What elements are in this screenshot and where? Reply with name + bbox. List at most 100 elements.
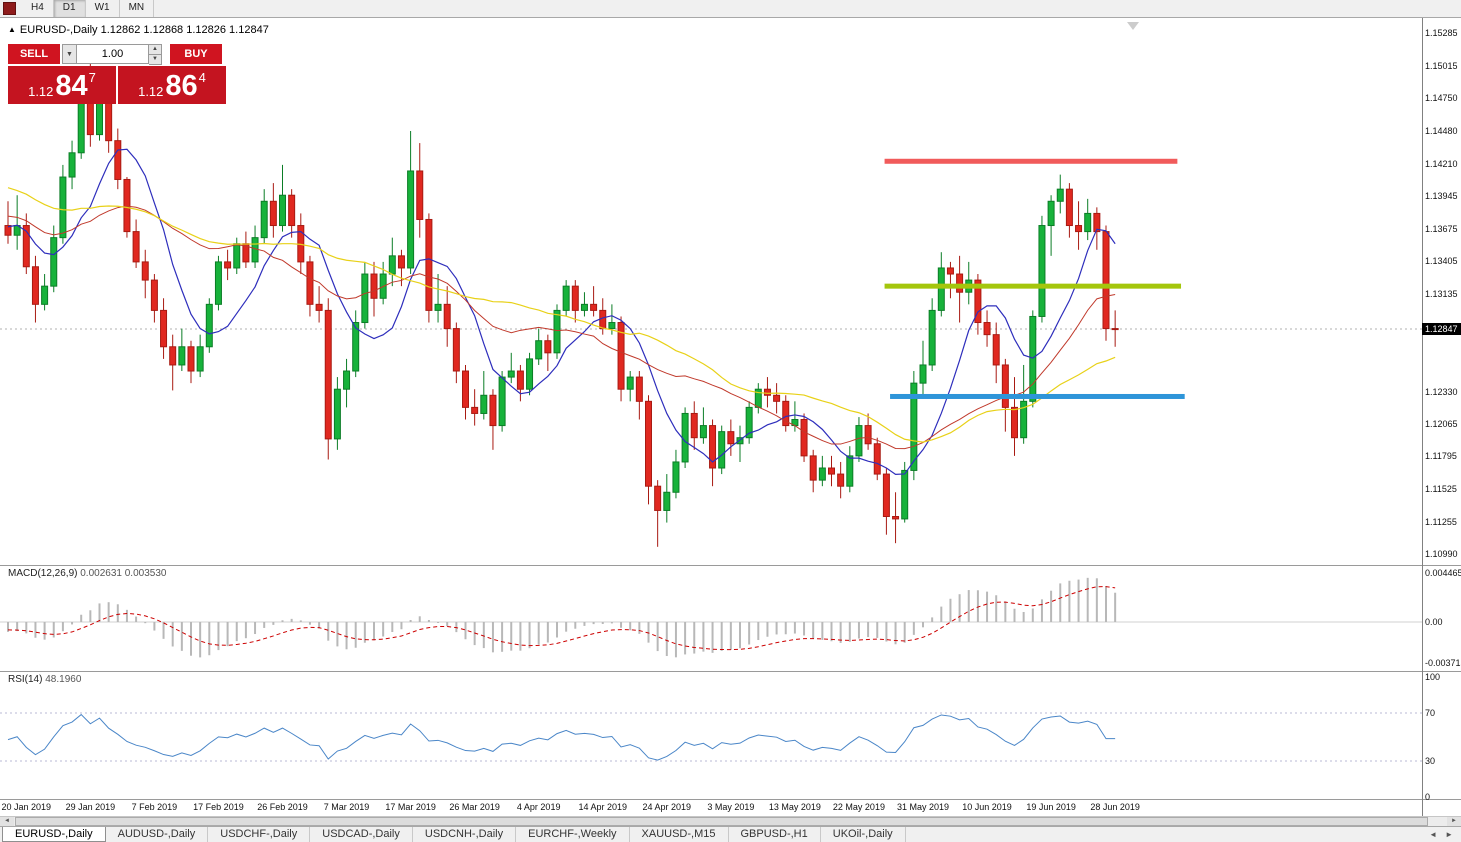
tab-scroll-arrows: ◄ ► xyxy=(1425,827,1461,842)
volume-increase-button[interactable]: ▲ xyxy=(149,44,162,55)
sell-button[interactable]: SELL xyxy=(8,44,60,64)
sell-price-prefix: 1.12 xyxy=(28,84,54,99)
price-axis-label: 1.13675 xyxy=(1425,223,1458,234)
price-axis-label: 1.14750 xyxy=(1425,93,1458,104)
chart-app-icon xyxy=(3,2,16,15)
buy-price-prefix: 1.12 xyxy=(138,84,164,99)
date-label: 17 Feb 2019 xyxy=(193,802,244,812)
resistance-line-red[interactable] xyxy=(884,158,1178,164)
rsi-value: 48.1960 xyxy=(45,674,82,685)
price-axis-label: 1.15015 xyxy=(1425,61,1458,72)
sell-price-big-digits: 84 xyxy=(55,70,88,102)
chart-shift-marker-icon[interactable] xyxy=(1127,22,1139,30)
current-price-badge: 1.12847 xyxy=(1422,322,1461,335)
price-axis-label: 1.11525 xyxy=(1425,484,1457,495)
sell-price-pipette: 7 xyxy=(88,70,96,85)
tabs-scroll-left-icon[interactable]: ◄ xyxy=(1429,830,1438,839)
date-axis-separator xyxy=(0,799,1461,800)
price-axis-label: 1.12065 xyxy=(1425,418,1458,429)
horizontal-scrollbar[interactable]: ◄ ► xyxy=(0,816,1461,826)
macd-axis-label: 0.004465 xyxy=(1425,568,1461,578)
date-label: 19 Jun 2019 xyxy=(1026,802,1076,812)
timeframe-button-mn[interactable]: MN xyxy=(120,0,155,17)
volume-decrease-button[interactable]: ▼ xyxy=(149,55,162,65)
candlestick-chart[interactable] xyxy=(0,17,1422,565)
macd-values: 0.002631 0.003530 xyxy=(80,568,167,579)
rsi-axis-label: 0 xyxy=(1425,792,1431,802)
date-label: 31 May 2019 xyxy=(896,802,950,812)
rsi-line xyxy=(7,713,1116,761)
date-label: 10 Jun 2019 xyxy=(962,802,1012,812)
chart-tabs-bar: EURUSD-,Daily AUDUSD-,Daily USDCHF-,Daily U… xyxy=(0,826,1461,842)
macd-axis-label: 0.00 xyxy=(1425,617,1443,627)
chart-tab-usdchf-daily[interactable]: USDCHF-,Daily xyxy=(208,827,311,842)
chart-tab-eurchf-weekly[interactable]: EURCHF-,Weekly xyxy=(516,827,630,842)
macd-histogram xyxy=(7,577,1117,658)
ma-21-line xyxy=(7,205,1116,450)
volume-input[interactable] xyxy=(77,44,149,64)
timeframe-button-w1[interactable]: W1 xyxy=(86,0,120,17)
rsi-title: RSI(14) xyxy=(8,674,43,685)
volume-stepper: ▲ ▼ xyxy=(149,44,162,65)
scroll-left-arrow-icon[interactable]: ◄ xyxy=(0,817,14,826)
price-axis-separator xyxy=(1422,17,1423,816)
price-axis-label: 1.13945 xyxy=(1425,190,1458,201)
chart-tab-gbpusd-h1[interactable]: GBPUSD-,H1 xyxy=(729,827,821,842)
one-click-trading-panel: SELL ▼ ▲ ▼ BUY 1.12 84 7 1.12 86 4 xyxy=(8,44,230,104)
price-axis-label: 1.15285 xyxy=(1425,28,1458,39)
rsi-panel-separator[interactable] xyxy=(0,671,1461,672)
volume-dropdown-button[interactable]: ▼ xyxy=(62,44,77,64)
rsi-axis-label: 100 xyxy=(1425,672,1441,682)
date-label: 3 May 2019 xyxy=(707,802,755,812)
scrollbar-thumb[interactable] xyxy=(15,817,1428,826)
ma-34-line xyxy=(7,187,1116,443)
price-axis-label: 1.11255 xyxy=(1425,516,1457,527)
scroll-right-arrow-icon[interactable]: ► xyxy=(1447,817,1461,826)
date-label: 14 Apr 2019 xyxy=(578,802,628,812)
up-triangle-icon: ▲ xyxy=(8,25,16,34)
rsi-indicator-chart[interactable] xyxy=(0,672,1422,799)
macd-title: MACD(12,26,9) xyxy=(8,568,78,579)
date-label: 24 Apr 2019 xyxy=(642,802,692,812)
price-axis-label: 1.10990 xyxy=(1425,549,1458,560)
date-label: 26 Mar 2019 xyxy=(449,802,500,812)
ohlc-header: ▲ EURUSD-,Daily 1.12862 1.12868 1.12826 1… xyxy=(8,24,269,36)
chart-tab-xauusd-m15[interactable]: XAUUSD-,M15 xyxy=(630,827,729,842)
macd-indicator-chart[interactable] xyxy=(0,566,1422,671)
date-label: 13 May 2019 xyxy=(768,802,821,812)
chart-tab-ukoil-daily[interactable]: UKOil-,Daily xyxy=(821,827,906,842)
timeframe-buttons: H4 D1 W1 MN xyxy=(22,0,155,17)
sell-price-display[interactable]: 1.12 84 7 xyxy=(8,66,116,104)
date-label: 4 Apr 2019 xyxy=(516,802,561,812)
buy-button[interactable]: BUY xyxy=(170,44,222,64)
chart-tab-audusd-daily[interactable]: AUDUSD-,Daily xyxy=(106,827,209,842)
date-label: 22 May 2019 xyxy=(832,802,885,812)
rsi-axis-label: 70 xyxy=(1425,708,1436,718)
buy-price-pipette: 4 xyxy=(198,70,206,85)
rsi-axis-label: 30 xyxy=(1425,756,1436,766)
macd-signal-line xyxy=(7,586,1116,651)
date-label: 17 Mar 2019 xyxy=(385,802,436,812)
tabs-scroll-right-icon[interactable]: ► xyxy=(1445,830,1453,839)
price-axis-label: 1.14480 xyxy=(1425,125,1458,136)
macd-panel-separator[interactable] xyxy=(0,565,1461,566)
mid-line-olive[interactable] xyxy=(884,283,1182,289)
timeframe-toolbar: H4 D1 W1 MN xyxy=(0,0,1461,18)
macd-axis-label: -0.003715 xyxy=(1425,657,1461,668)
timeframe-button-d1[interactable]: D1 xyxy=(53,0,86,17)
rsi-label: RSI(14) 48.1960 xyxy=(8,674,81,685)
price-axis-label: 1.12330 xyxy=(1425,386,1458,397)
chart-tab-eurusd-daily[interactable]: EURUSD-,Daily xyxy=(2,827,106,842)
date-label: 29 Jan 2019 xyxy=(65,802,116,812)
timeframe-button-h4[interactable]: H4 xyxy=(22,0,54,17)
date-label: 28 Jun 2019 xyxy=(1090,802,1140,812)
support-line-blue[interactable] xyxy=(890,393,1185,399)
buy-price-display[interactable]: 1.12 86 4 xyxy=(118,66,226,104)
date-label: 7 Feb 2019 xyxy=(131,802,178,812)
price-axis-label: 1.14210 xyxy=(1425,158,1458,169)
price-axis-label: 1.13135 xyxy=(1425,289,1458,300)
chart-tab-usdcad-daily[interactable]: USDCAD-,Daily xyxy=(310,827,413,842)
chart-tab-usdcnh-daily[interactable]: USDCNH-,Daily xyxy=(413,827,517,842)
buy-price-big-digits: 86 xyxy=(165,70,198,102)
